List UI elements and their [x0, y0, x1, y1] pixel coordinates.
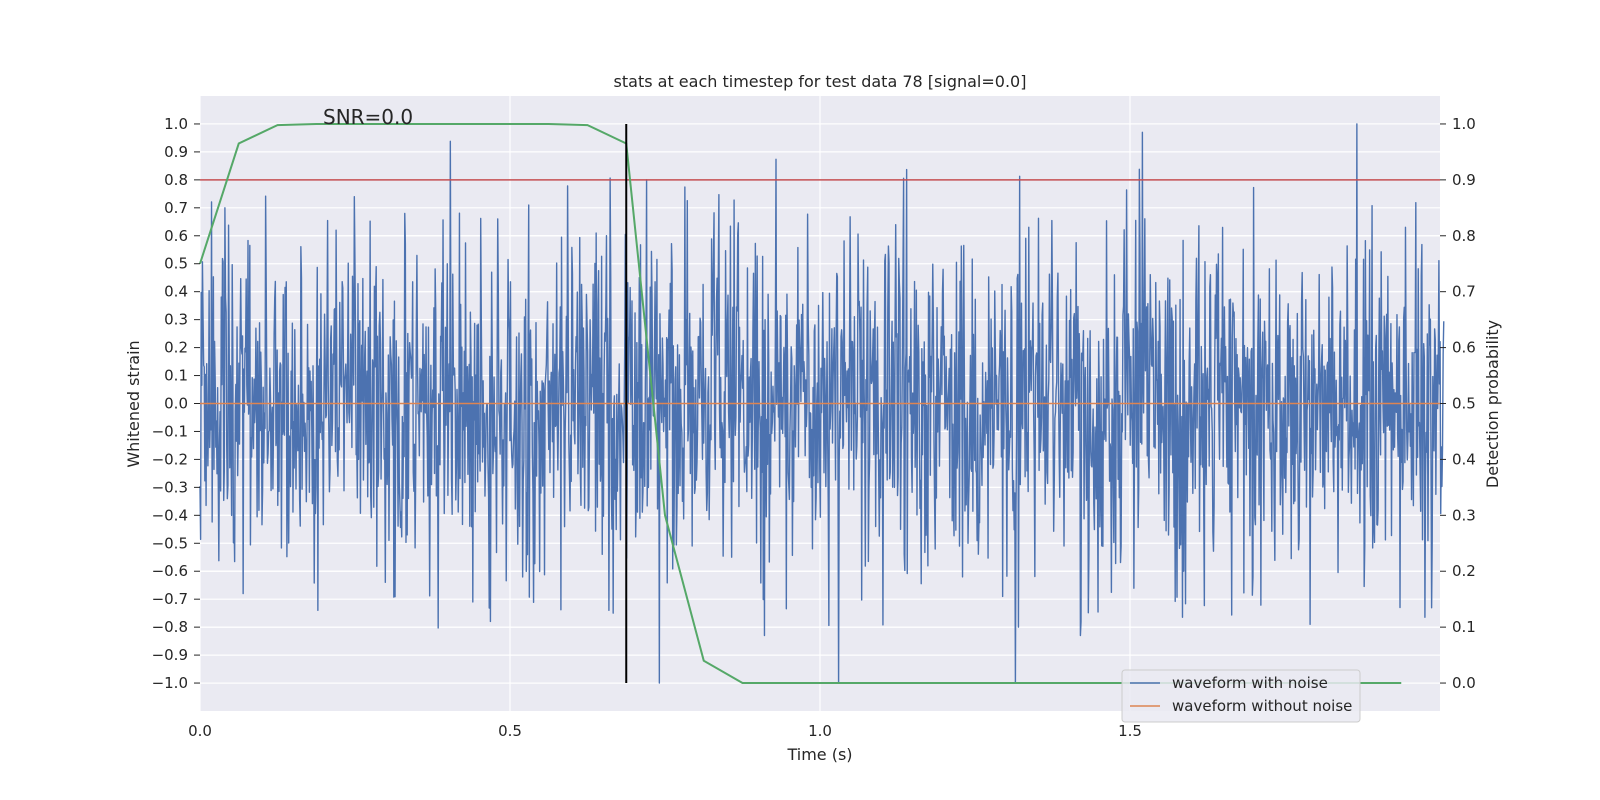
y-tick-label: 0.9 [164, 143, 188, 161]
y2-tick-label: 0.7 [1452, 283, 1476, 301]
legend-label-clean: waveform without noise [1172, 697, 1352, 715]
y2-tick-label: 0.9 [1452, 171, 1476, 189]
y-tick-label: 0.8 [164, 171, 188, 189]
y-tick-label: −0.9 [152, 646, 188, 664]
y2-tick-label: 0.8 [1452, 227, 1476, 245]
y2-axis-label: Detection probability [1483, 320, 1502, 488]
y-tick-label: 0.2 [164, 339, 188, 357]
x-axis-label: Time (s) [786, 745, 852, 764]
y2-tick-label: 0.4 [1452, 450, 1476, 468]
y2-tick-label: 0.1 [1452, 618, 1476, 636]
y2-tick-label: 1.0 [1452, 115, 1476, 133]
y-tick-label: 0.5 [164, 255, 188, 273]
snr-annotation: SNR=0.0 [323, 105, 413, 129]
y-tick-label: −0.2 [152, 450, 188, 468]
x-tick-label: 0.5 [498, 722, 522, 740]
right-axis-ticks: 1.0 0.9 0.8 0.7 0.6 0.5 0.4 0.3 0.2 0.1 0.0 [1440, 115, 1476, 692]
x-axis-ticks: 0.0 0.5 1.0 1.5 [188, 722, 1142, 740]
chart-title: stats at each timestep for test data 78 … [614, 72, 1027, 91]
y2-tick-label: 0.2 [1452, 562, 1476, 580]
y-tick-label: −0.4 [152, 506, 188, 524]
y-tick-label: 0.1 [164, 367, 188, 385]
y-tick-label: −0.5 [152, 534, 188, 552]
y-tick-label: −0.7 [152, 590, 188, 608]
legend-box [1121, 669, 1361, 723]
y-tick-label: −0.8 [152, 618, 188, 636]
x-tick-label: 1.5 [1118, 722, 1142, 740]
x-tick-label: 1.0 [808, 722, 832, 740]
waveform-with-noise-series [199, 123, 1445, 684]
y-tick-label: −0.1 [152, 422, 188, 440]
y-tick-label: −1.0 [152, 674, 188, 692]
y2-tick-label: 0.3 [1452, 506, 1476, 524]
waveform-with-noise-line [199, 123, 1445, 684]
legend: waveform with noise waveform without noi… [1121, 669, 1361, 723]
y-tick-label: 0.4 [164, 283, 188, 301]
y-axis-label: Whitened strain [124, 340, 143, 467]
left-axis-ticks: 1.0 0.9 0.8 0.7 0.6 0.5 0.4 0.3 0.2 0.1 0.0 −0.1 −0.… [152, 115, 200, 692]
x-tick-label: 0.0 [188, 722, 212, 740]
y-tick-label: 0.7 [164, 199, 188, 217]
y-tick-label: −0.6 [152, 562, 188, 580]
y2-tick-label: 0.0 [1452, 674, 1476, 692]
legend-label-noise: waveform with noise [1172, 674, 1328, 692]
y-tick-label: 0.6 [164, 227, 188, 245]
y2-tick-label: 0.5 [1452, 395, 1476, 413]
y-tick-label: −0.3 [152, 478, 188, 496]
y-tick-label: 0.0 [164, 395, 188, 413]
y2-tick-label: 0.6 [1452, 339, 1476, 357]
y-tick-label: 0.3 [164, 311, 188, 329]
y-tick-label: 1.0 [164, 115, 188, 133]
